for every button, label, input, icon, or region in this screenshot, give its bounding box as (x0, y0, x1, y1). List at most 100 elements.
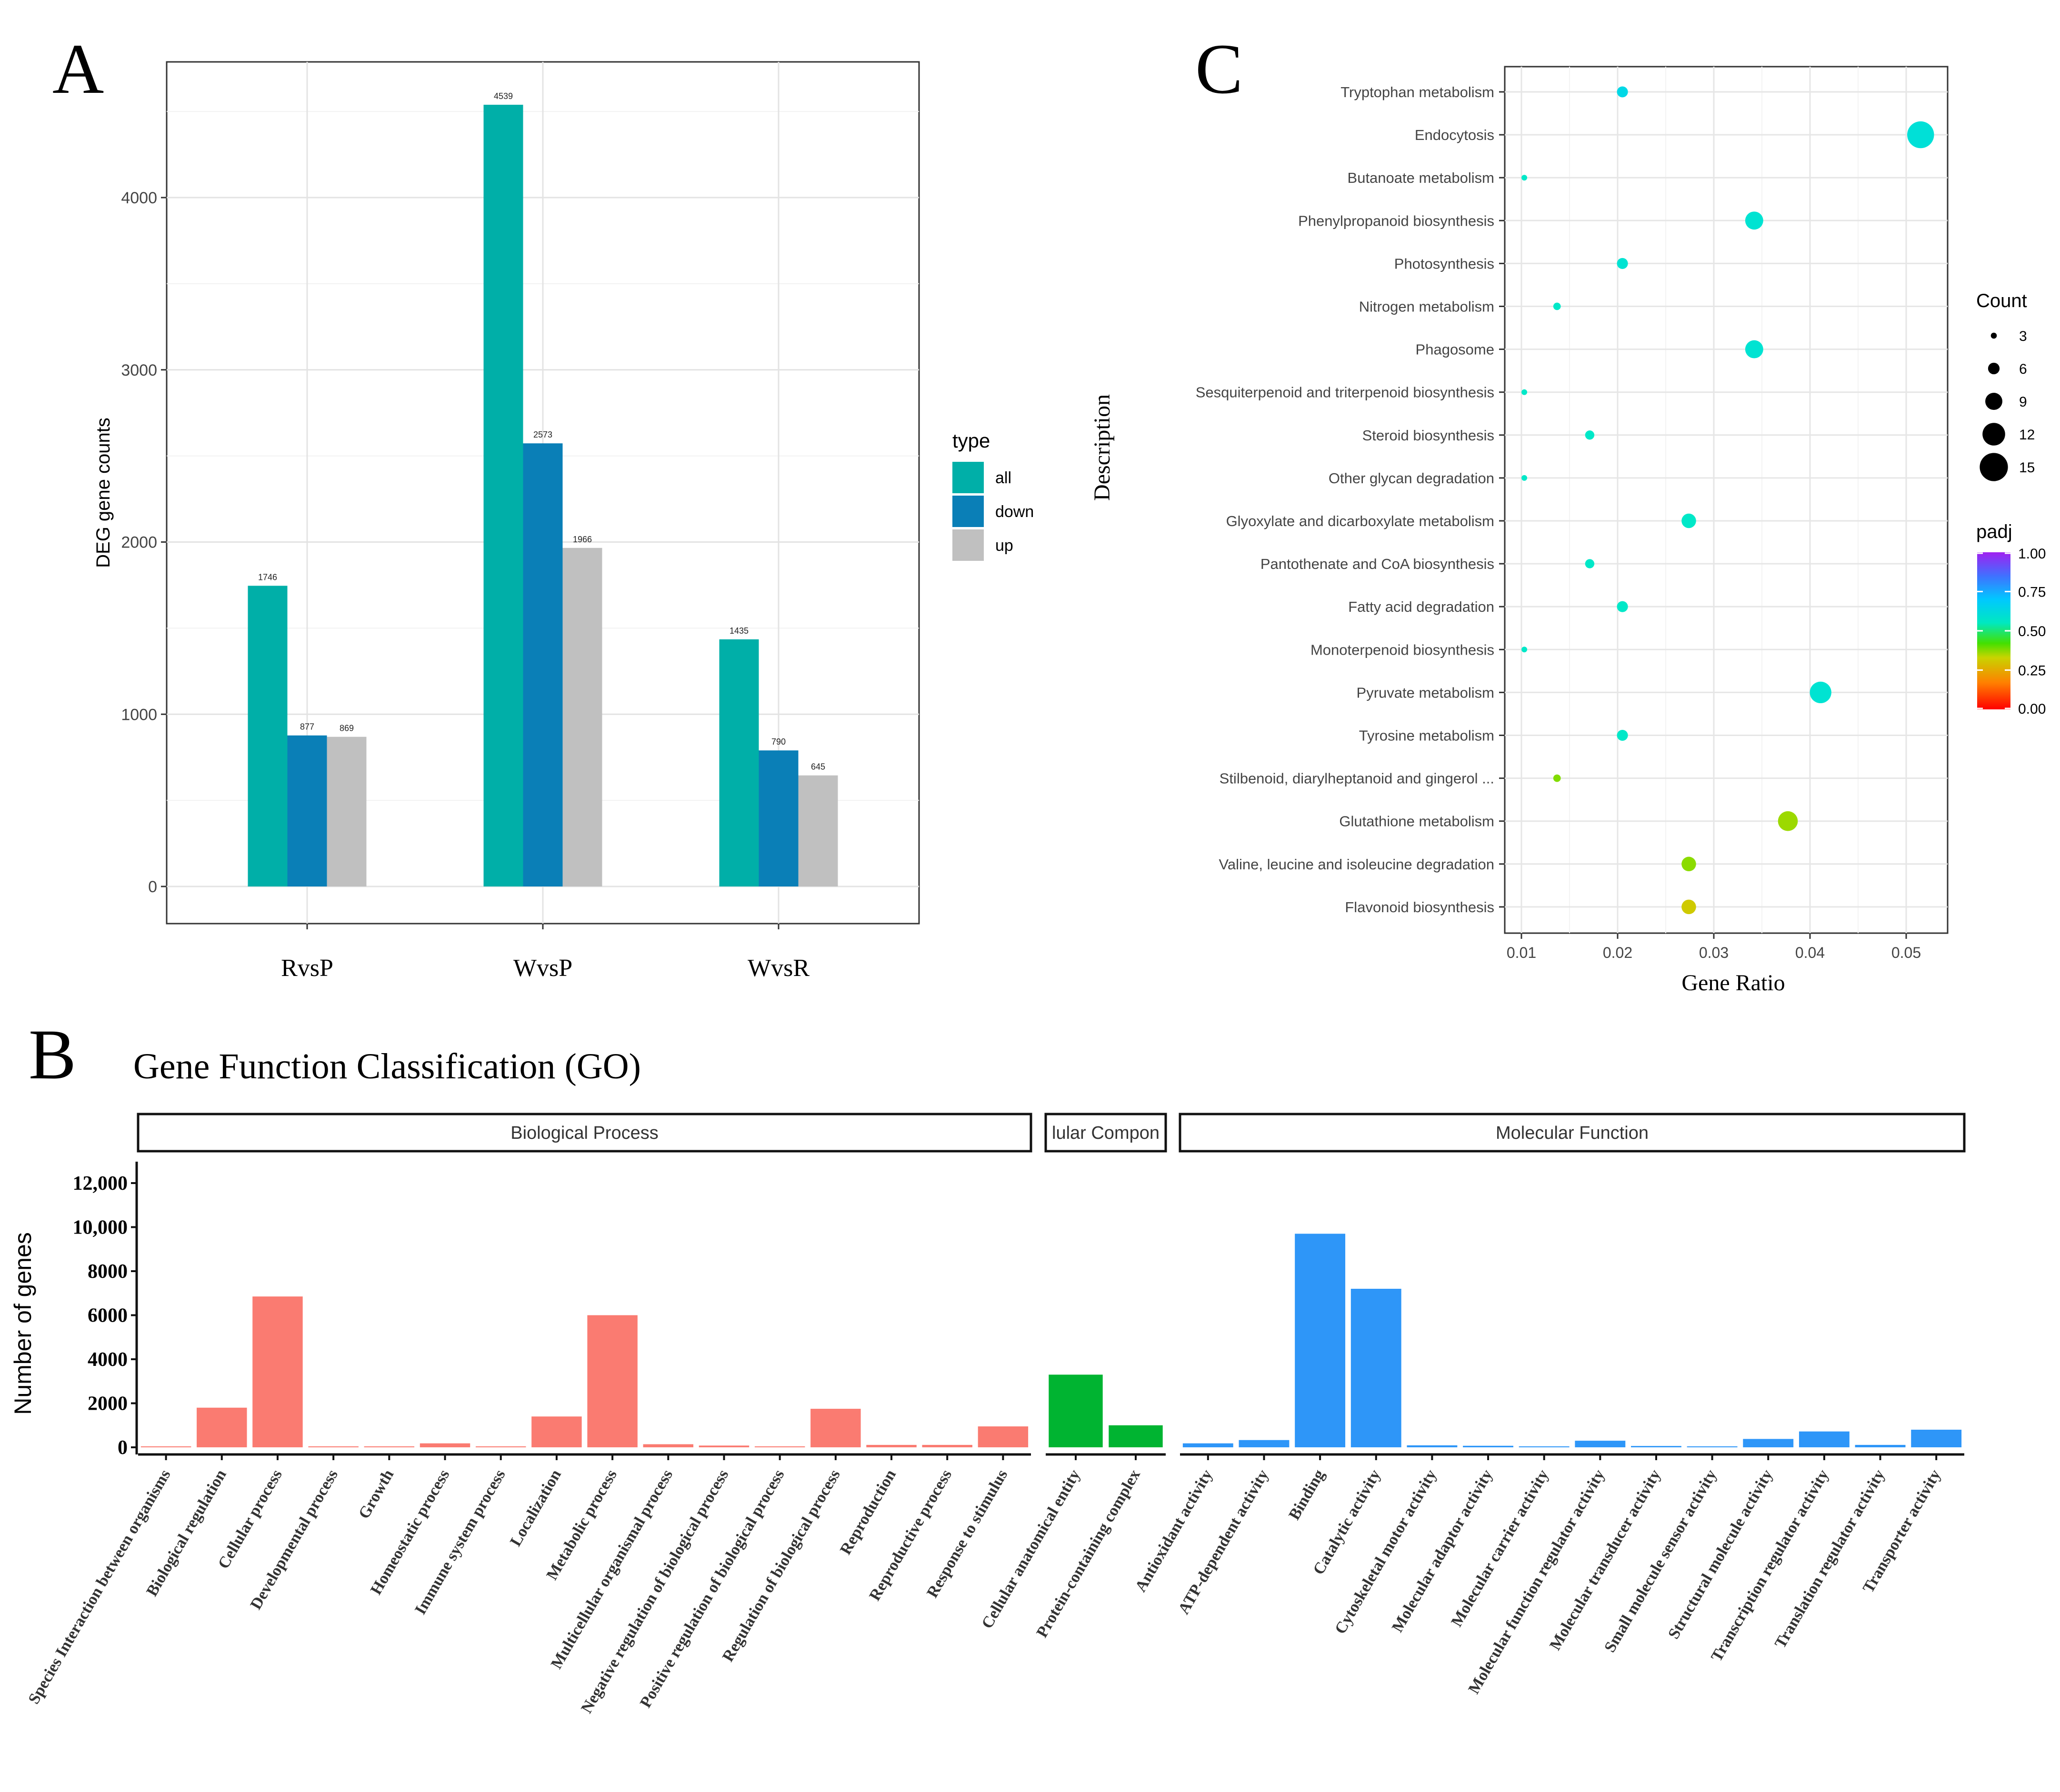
legend-label-all: all (995, 469, 1011, 487)
panel-c-plot-area (1504, 66, 1949, 934)
point-Fatty acid degradation (1617, 601, 1628, 612)
y-tick-label: Glyoxylate and dicarboxylate metabolism (1226, 513, 1494, 529)
x-tick-label: 0.02 (1603, 944, 1632, 961)
x-tick-label: 0.04 (1795, 944, 1825, 961)
panel-a-legend-title: type (952, 429, 990, 452)
panel-a-legend: type all down up (952, 429, 1034, 561)
point-Other glycan degradation (1521, 475, 1528, 481)
y-tick-label: 8000 (88, 1261, 128, 1283)
data-label-down-WvsP: 2573 (533, 430, 552, 439)
count-legend-label: 12 (2019, 427, 2035, 443)
bar-Protein-containing complex (1109, 1425, 1163, 1447)
bar-up-WvsP (562, 548, 602, 886)
count-legend-dot (1985, 393, 2002, 410)
facet-strip-Molecular Function (1179, 1113, 1966, 1153)
bar-all-RvsP (248, 586, 288, 886)
y-tick-label: Valine, leucine and isoleucine degradati… (1219, 856, 1494, 873)
facet-strip-Biological Process (137, 1113, 1032, 1153)
count-legend-label: 6 (2019, 361, 2027, 377)
panel-b-axes (135, 1162, 1964, 1456)
bar-Cytoskeletal motor activity (1407, 1445, 1458, 1447)
bar-Immune system process (475, 1446, 526, 1447)
bar-Reproductive process (922, 1444, 972, 1447)
facet-strip-label: lular Compon (1052, 1123, 1160, 1143)
data-label-all-RvsP: 1746 (258, 572, 277, 582)
y-tick-label: Stilbenoid, diarylheptanoid and gingerol… (1220, 770, 1494, 787)
y-tick-label: Photosynthesis (1394, 255, 1494, 272)
panel-a-x-axis: RvsP WvsP WvsR (281, 924, 810, 982)
panel-c-points (1521, 86, 1934, 915)
y-tick-label: Tyrosine metabolism (1359, 727, 1494, 744)
bar-Structural molecule activity (1743, 1439, 1794, 1447)
panel-b-y-axis: 0 2000 4000 6000 8000 10,000 12,000 (73, 1173, 137, 1459)
y-tick-label: 4000 (121, 189, 157, 207)
count-legend-dot (1980, 453, 2008, 481)
point-Glyoxylate and dicarboxylate metabolism (1681, 513, 1696, 528)
legend-key-all (952, 462, 984, 493)
point-Sesquiterpenoid and triterpenoid biosynthesis (1521, 389, 1528, 395)
bar-Regulation of biological process (810, 1409, 861, 1447)
bar-Transcription regulator activity (1799, 1431, 1850, 1447)
panel-c-x-axis-title: Gene Ratio (1681, 970, 1785, 996)
panel-c-y-axis-title: Description (1090, 394, 1115, 501)
facet-strip-Cellular Component (1044, 1113, 1167, 1153)
bar-Cellular anatomical entity (1049, 1374, 1103, 1447)
count-legend-dot (1988, 362, 2000, 375)
legend-label-down: down (995, 503, 1034, 521)
point-Phenylpropanoid biosynthesis (1745, 211, 1763, 230)
bar-Molecular function regulator activity (1575, 1441, 1626, 1447)
panel-label-c: C (1195, 30, 1243, 109)
point-Endocytosis (1907, 121, 1934, 149)
bar-Cellular process (252, 1296, 303, 1447)
data-label-up-WvsP: 1966 (573, 535, 592, 544)
bar-Translation regulator activity (1855, 1444, 1906, 1447)
panel-b-bars (140, 1234, 1962, 1447)
data-label-down-WvsR: 790 (771, 737, 786, 747)
y-tick-label: 2000 (121, 534, 157, 552)
y-tick-label: Monoterpenoid biosynthesis (1310, 641, 1494, 658)
bar-Binding (1295, 1234, 1346, 1447)
bar-Catalytic activity (1350, 1289, 1401, 1447)
count-legend-label: 9 (2019, 394, 2027, 410)
bar-up-WvsR (798, 775, 838, 886)
point-Nitrogen metabolism (1553, 302, 1561, 310)
bar-down-WvsR (759, 750, 799, 886)
point-Photosynthesis (1617, 258, 1628, 269)
y-tick-label: Nitrogen metabolism (1359, 299, 1494, 315)
bar-Molecular carrier activity (1519, 1446, 1570, 1447)
bar-Response to stimulus (978, 1426, 1029, 1447)
panel-b-facet-strips: Biological Process lular Compon Molecular … (137, 1113, 1966, 1153)
panel-label-a: A (52, 30, 104, 109)
y-tick-label: Sesquiterpenoid and triterpenoid biosynt… (1196, 384, 1494, 401)
padj-tick-label: 0.00 (2018, 701, 2046, 717)
bar-Species Interaction between organisms (140, 1446, 191, 1447)
y-tick-label: 0 (148, 878, 157, 896)
bar-Growth (364, 1446, 415, 1447)
y-tick-label: Other glycan degradation (1329, 470, 1494, 487)
bar-Transporter activity (1911, 1430, 1962, 1447)
panel-b-y-axis-title: Number of genes (10, 1232, 36, 1415)
bar-Localization (531, 1416, 582, 1447)
panel-label-b: B (29, 1015, 76, 1094)
point-Monoterpenoid biosynthesis (1521, 647, 1528, 653)
point-Steroid biosynthesis (1585, 430, 1595, 440)
data-label-all-WvsP: 4539 (494, 91, 513, 101)
y-tick-label: Pyruvate metabolism (1357, 684, 1494, 701)
y-tick-label: Butanoate metabolism (1348, 169, 1494, 186)
bar-Antioxidant activity (1182, 1443, 1233, 1447)
bar-Molecular transducer activity (1631, 1446, 1681, 1447)
y-tick-label: 4000 (88, 1349, 128, 1371)
y-tick-label: Phagosome (1416, 341, 1494, 358)
y-tick-label: Phenylpropanoid biosynthesis (1298, 212, 1494, 229)
x-tick-label-WvsP: WvsP (513, 955, 572, 982)
point-Butanoate metabolism (1521, 175, 1528, 181)
bar-all-WvsR (719, 639, 759, 886)
panel-a-y-axis: 0 1000 2000 3000 4000 (121, 189, 167, 896)
padj-tick-label: 0.50 (2018, 624, 2046, 639)
point-Tryptophan metabolism (1617, 86, 1628, 98)
data-label-up-RvsP: 869 (340, 724, 354, 733)
panel-c-padj-legend: padj 0.00 0.25 0.50 0.75 1.00 (1976, 521, 2046, 717)
deg-bar-chart: 1746 4539 1435 877 2573 790 869 1966 645 0 1000 20… (93, 61, 1034, 982)
panel-c-x-axis: 0.01 0.02 0.03 0.04 0.05 (1507, 933, 1921, 961)
